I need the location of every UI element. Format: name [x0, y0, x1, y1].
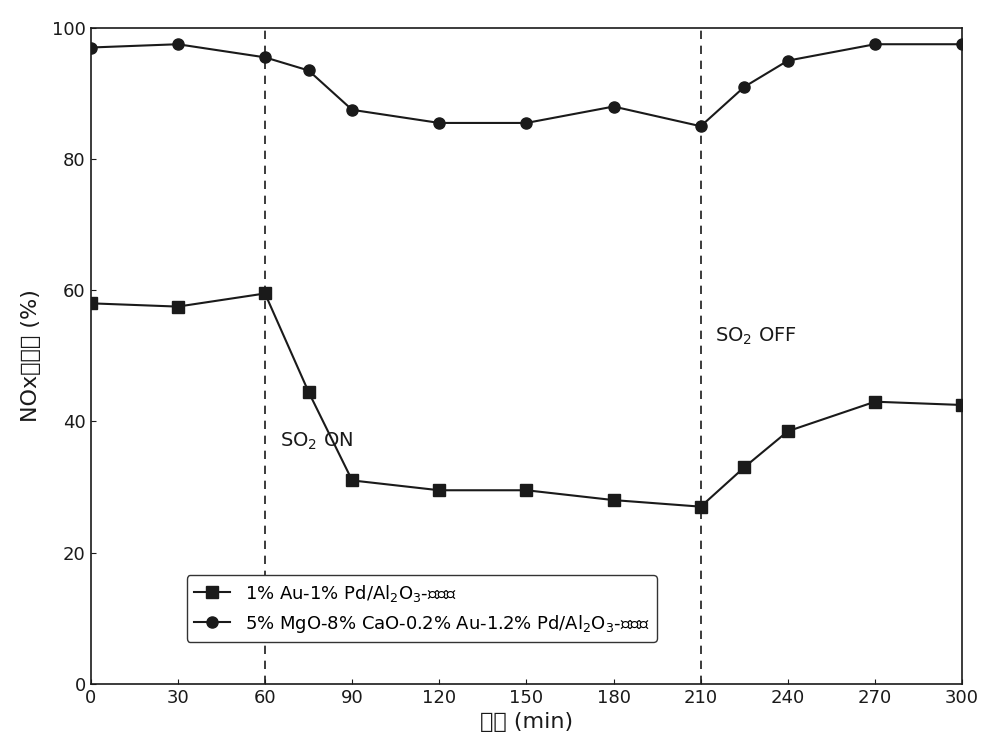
Text: SO$_2$ OFF: SO$_2$ OFF — [715, 325, 797, 347]
Legend: 1% Au-1% Pd/Al$_2$O$_3$-企青石, 5% MgO-8% CaO-0.2% Au-1.2% Pd/Al$_2$O$_3$-企青石: 1% Au-1% Pd/Al$_2$O$_3$-企青石, 5% MgO-8% C… — [187, 575, 657, 642]
Y-axis label: NOx转化率 (%): NOx转化率 (%) — [21, 289, 41, 422]
Text: SO$_2$ ON: SO$_2$ ON — [280, 431, 353, 452]
X-axis label: 时间 (min): 时间 (min) — [480, 712, 573, 732]
